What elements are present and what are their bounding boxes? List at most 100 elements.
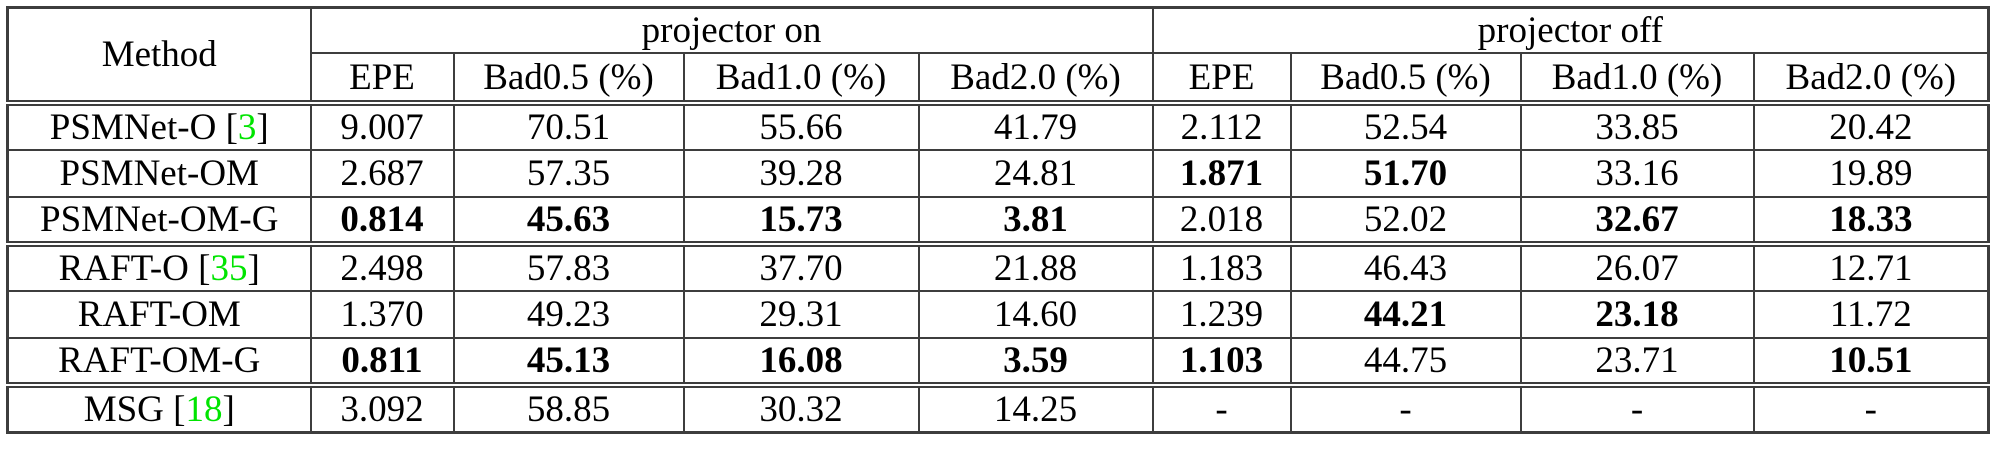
method-label: PSMNet-OM-G <box>40 199 279 240</box>
col-header-epe-on: EPE <box>309 52 454 103</box>
method-column-header: Method <box>6 7 311 103</box>
header-metric-row: EPE Bad0.5 (%) Bad1.0 (%) Bad2.0 (%) EPE… <box>8 52 1989 103</box>
table-row: RAFT-OM 1.370 49.23 29.31 14.60 1.239 44.21 23.… <box>6 290 1989 338</box>
table-header: Method projector on projector off EPE Ba… <box>6 7 1989 103</box>
method-cell: RAFT-OM-G <box>6 337 311 385</box>
value-cell-on-bad05: 49.23 <box>452 290 684 338</box>
value-cell-on-bad10: 16.08 <box>682 337 919 385</box>
citation-bracket-close: ] <box>222 389 235 430</box>
method-cell: MSG [18] <box>6 382 311 433</box>
method-cell: PSMNet-OM <box>6 149 311 197</box>
table-body: PSMNet-O [3] 9.007 70.51 55.66 41.79 2.112 52.… <box>6 100 1989 433</box>
citation-bracket-open: [ <box>216 107 238 148</box>
value-cell-off-bad10: 33.16 <box>1519 149 1754 197</box>
group-header-projector-off: projector off <box>1151 7 1989 53</box>
value-cell-off-bad05: 44.21 <box>1289 290 1521 338</box>
col-header-bad20-on: Bad2.0 (%) <box>917 52 1153 103</box>
value-cell-off-bad05: 52.02 <box>1289 196 1521 244</box>
table-row: MSG [18] 3.092 58.85 30.32 14.25- - - - <box>6 382 1989 433</box>
method-label: RAFT-O <box>58 248 189 289</box>
value-cell-on-epe: 3.092 <box>309 382 454 433</box>
header-group-row: Method projector on projector off <box>6 7 1989 103</box>
results-table: Method projector on projector off EPE Ba… <box>6 6 1991 434</box>
value-cell-on-bad10: 15.73 <box>682 196 919 244</box>
value-cell-off-bad10: 32.67 <box>1519 196 1754 244</box>
value-cell-on-bad20: 41.79 <box>917 100 1153 150</box>
value-cell-off-epe: 1.103 <box>1151 337 1291 385</box>
value-cell-off-bad10: 33.85 <box>1519 100 1754 150</box>
value-cell-off-bad10: 23.18 <box>1519 290 1754 338</box>
table-row: RAFT-O [35] 2.498 57.83 37.70 21.88 1.183 46.4… <box>6 241 1989 291</box>
value-cell-on-epe: 0.811 <box>309 337 454 385</box>
method-cell: RAFT-O [35] <box>6 241 311 291</box>
value-cell-on-bad20: 14.60 <box>917 290 1153 338</box>
table-row: PSMNet-OM-G 0.814 45.63 15.73 3.81 2.018 52.02… <box>6 196 1989 244</box>
value-cell-off-epe: 2.112 <box>1151 100 1291 150</box>
value-cell-on-bad10: 55.66 <box>682 100 919 150</box>
value-cell-off-epe: 1.239 <box>1151 290 1291 338</box>
method-cell: PSMNet-OM-G <box>6 196 311 244</box>
value-cell-on-bad05: 45.63 <box>452 196 684 244</box>
value-cell-on-bad10: 37.70 <box>682 241 919 291</box>
col-header-bad10-on: Bad1.0 (%) <box>682 52 919 103</box>
value-cell-on-bad10: 29.31 <box>682 290 919 338</box>
value-cell-off-epe: - <box>1151 382 1291 433</box>
value-cell-off-bad05: - <box>1289 382 1521 433</box>
table-row: RAFT-OM-G 0.811 45.13 16.08 3.59 1.103 44.75 23… <box>6 337 1989 385</box>
value-cell-off-bad10: 26.07 <box>1519 241 1754 291</box>
citation-bracket-open: [ <box>188 248 211 289</box>
value-cell-on-bad20: 3.81 <box>917 196 1153 244</box>
value-cell-on-epe: 2.498 <box>309 241 454 291</box>
citation-bracket-open: [ <box>163 389 186 430</box>
value-cell-off-epe: 2.018 <box>1151 196 1291 244</box>
value-cell-off-bad10: 23.71 <box>1519 337 1754 385</box>
method-label: PSMNet-O <box>49 107 217 148</box>
value-cell-on-bad05: 58.85 <box>452 382 684 433</box>
col-header-bad20-off: Bad2.0 (%) <box>1752 52 1989 103</box>
value-cell-off-bad20: - <box>1752 382 1989 433</box>
value-cell-on-bad05: 45.13 <box>452 337 684 385</box>
value-cell-on-epe: 1.370 <box>309 290 454 338</box>
value-cell-off-epe: 1.183 <box>1151 241 1291 291</box>
method-cell: PSMNet-O [3] <box>6 100 311 150</box>
value-cell-on-bad10: 39.28 <box>682 149 919 197</box>
value-cell-on-bad05: 57.83 <box>452 241 684 291</box>
citation-number: 18 <box>185 389 223 430</box>
value-cell-off-bad10: - <box>1519 382 1754 433</box>
value-cell-on-bad20: 3.59 <box>917 337 1153 385</box>
col-header-epe-off: EPE <box>1151 52 1291 103</box>
group-header-projector-on: projector on <box>309 7 1153 53</box>
value-cell-on-bad20: 21.88 <box>917 241 1153 291</box>
value-cell-on-bad20: 24.81 <box>917 149 1153 197</box>
col-header-bad05-off: Bad0.5 (%) <box>1289 52 1521 103</box>
table-row: PSMNet-O [3] 9.007 70.51 55.66 41.79 2.112 52.… <box>6 100 1989 150</box>
value-cell-off-bad05: 46.43 <box>1289 241 1521 291</box>
method-label: PSMNet-OM <box>59 153 259 194</box>
method-cell: RAFT-OM <box>6 290 311 338</box>
method-label: RAFT-OM <box>77 294 241 335</box>
value-cell-off-bad05: 51.70 <box>1289 149 1521 197</box>
value-cell-off-bad20: 10.51 <box>1752 337 1989 385</box>
value-cell-on-bad05: 57.35 <box>452 149 684 197</box>
col-header-bad10-off: Bad1.0 (%) <box>1519 52 1754 103</box>
citation-bracket-close: ] <box>256 107 269 148</box>
value-cell-off-bad20: 18.33 <box>1752 196 1989 244</box>
value-cell-on-bad20: 14.25 <box>917 382 1153 433</box>
value-cell-off-epe: 1.871 <box>1151 149 1291 197</box>
citation-number: 35 <box>210 248 248 289</box>
value-cell-on-epe: 9.007 <box>309 100 454 150</box>
value-cell-off-bad20: 20.42 <box>1752 100 1989 150</box>
method-label: MSG <box>83 389 164 430</box>
value-cell-on-bad10: 30.32 <box>682 382 919 433</box>
value-cell-off-bad20: 11.72 <box>1752 290 1989 338</box>
col-header-bad05-on: Bad0.5 (%) <box>452 52 684 103</box>
value-cell-on-epe: 0.814 <box>309 196 454 244</box>
value-cell-off-bad05: 44.75 <box>1289 337 1521 385</box>
citation-number: 3 <box>237 107 257 148</box>
value-cell-on-epe: 2.687 <box>309 149 454 197</box>
method-label: RAFT-OM-G <box>58 340 261 381</box>
citation-bracket-close: ] <box>247 248 260 289</box>
value-cell-off-bad20: 12.71 <box>1752 241 1989 291</box>
value-cell-off-bad20: 19.89 <box>1752 149 1989 197</box>
value-cell-off-bad05: 52.54 <box>1289 100 1521 150</box>
